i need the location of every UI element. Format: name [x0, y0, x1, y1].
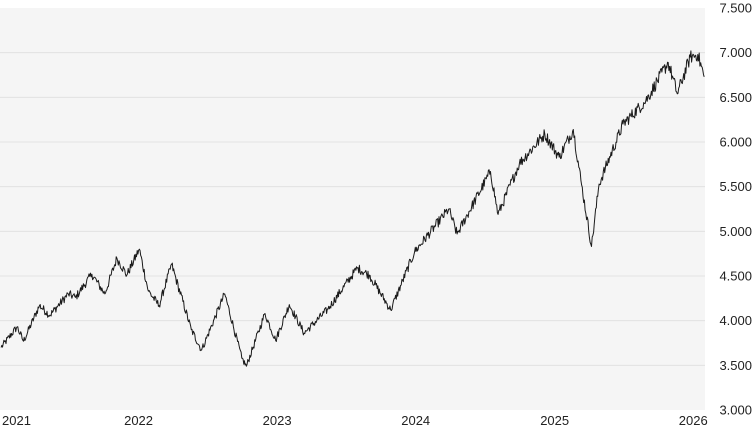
- x-tick-label: 2021: [2, 413, 31, 428]
- y-tick-label: 4.000: [719, 313, 752, 328]
- y-tick-label: 4.500: [719, 269, 752, 284]
- x-tick-label: 2023: [263, 413, 292, 428]
- y-tick-label: 5.000: [719, 224, 752, 239]
- x-tick-label: 2022: [124, 413, 153, 428]
- y-tick-label: 6.000: [719, 135, 752, 150]
- series-layer: [0, 50, 705, 367]
- y-tick-label: 6.500: [719, 90, 752, 105]
- x-tick-label: 2025: [540, 413, 569, 428]
- x-tick-label: 2026: [679, 413, 708, 428]
- y-axis: 3.000 3.500 4.000 4.500 5.000 5.500 6.000 6.500…: [719, 1, 752, 418]
- x-tick-label: 2024: [401, 413, 430, 428]
- y-tick-label: 7.500: [719, 1, 752, 16]
- x-axis: 2021 2022 2023 2024 2025 2026: [2, 413, 708, 428]
- price-series-line: [0, 50, 705, 367]
- y-tick-label: 3.000: [719, 403, 752, 418]
- plot-area: [0, 8, 705, 410]
- y-tick-label: 5.500: [719, 179, 752, 194]
- y-tick-label: 7.000: [719, 45, 752, 60]
- y-tick-label: 3.500: [719, 358, 752, 373]
